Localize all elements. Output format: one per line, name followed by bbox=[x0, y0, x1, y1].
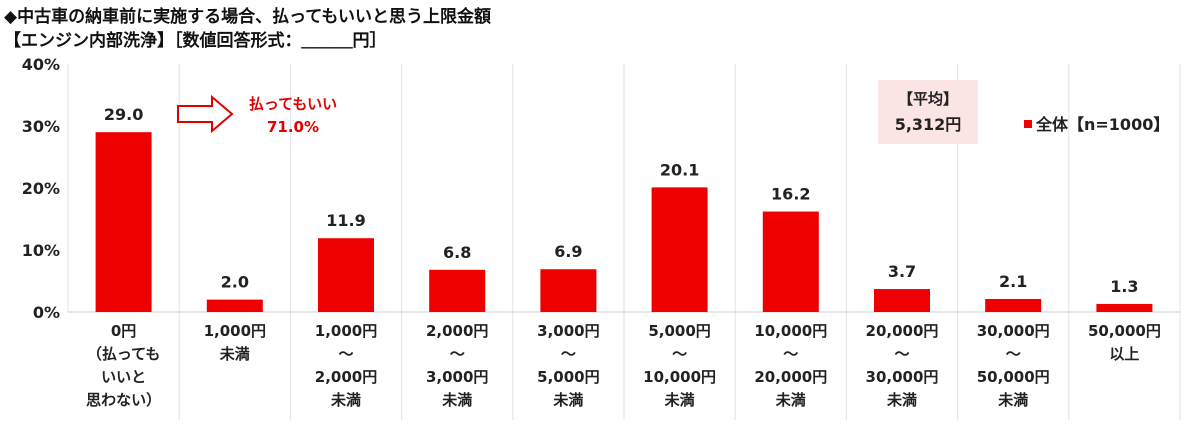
pay-annotation-value: 71.0% bbox=[267, 118, 319, 136]
x-tick-label: 思わない） bbox=[86, 391, 161, 409]
chart-subtitle: 【エンジン内部洗浄】［数値回答形式：＿＿＿円］ bbox=[4, 31, 387, 51]
x-tick-label: 未満 bbox=[997, 391, 1028, 409]
data-label: 2.1 bbox=[999, 272, 1027, 291]
x-tick-label: 未満 bbox=[664, 391, 695, 409]
y-tick-label: 40% bbox=[22, 55, 60, 74]
y-tick-label: 20% bbox=[22, 179, 60, 198]
data-label: 1.3 bbox=[1110, 277, 1138, 296]
y-tick-label: 10% bbox=[22, 241, 60, 260]
x-tick-label: 10,000円 bbox=[754, 322, 827, 340]
data-label: 29.0 bbox=[104, 105, 143, 124]
x-tick-label: ～ bbox=[450, 345, 465, 363]
x-tick-label: ～ bbox=[561, 345, 576, 363]
x-tick-label: 未満 bbox=[219, 345, 250, 363]
x-tick-label: 未満 bbox=[330, 391, 361, 409]
x-tick-label: 未満 bbox=[441, 391, 472, 409]
x-tick-label: 2,000円 bbox=[315, 368, 377, 386]
x-tick-label: ～ bbox=[783, 345, 798, 363]
average-value: 5,312円 bbox=[895, 115, 962, 134]
arrow-right-icon bbox=[177, 94, 234, 134]
x-tick-label: 50,000円 bbox=[1088, 322, 1161, 340]
x-tick-label: 30,000円 bbox=[977, 322, 1050, 340]
bar bbox=[429, 269, 486, 312]
average-box bbox=[878, 80, 978, 144]
bar bbox=[95, 132, 152, 312]
data-label: 6.8 bbox=[443, 243, 471, 262]
bar bbox=[762, 211, 819, 312]
x-tick-label: 3,000円 bbox=[426, 368, 488, 386]
data-label: 20.1 bbox=[660, 160, 699, 179]
x-tick-label: 20,000円 bbox=[754, 368, 827, 386]
x-tick-label: 未満 bbox=[552, 391, 583, 409]
average-label: 【平均】 bbox=[898, 90, 958, 108]
chart-title: ◆中古車の納車前に実施する場合、払ってもいいと思う上限金額 bbox=[4, 7, 492, 27]
x-tick-label: 1,000円 bbox=[315, 322, 377, 340]
data-label: 16.2 bbox=[771, 185, 810, 204]
x-tick-label: いいと bbox=[101, 368, 146, 386]
x-tick-label: ～ bbox=[894, 345, 909, 363]
x-tick-label: ～ bbox=[338, 345, 353, 363]
x-tick-label: ～ bbox=[1006, 345, 1021, 363]
bar bbox=[540, 269, 597, 312]
data-label: 3.7 bbox=[888, 262, 916, 281]
x-tick-label: 50,000円 bbox=[977, 368, 1050, 386]
x-tick-label: 1,000円 bbox=[204, 322, 266, 340]
x-tick-label: 20,000円 bbox=[866, 322, 939, 340]
x-tick-label: 未満 bbox=[775, 391, 806, 409]
x-tick-label: 0円 bbox=[111, 322, 136, 340]
x-tick-label: 以上 bbox=[1109, 345, 1139, 363]
data-label: 6.9 bbox=[554, 242, 582, 261]
x-tick-label: （払っても bbox=[87, 345, 161, 363]
bar bbox=[1096, 303, 1153, 312]
bar bbox=[206, 299, 263, 312]
data-label: 11.9 bbox=[326, 211, 365, 230]
x-tick-label: 30,000円 bbox=[866, 368, 939, 386]
y-tick-label: 0% bbox=[33, 303, 60, 322]
legend-swatch bbox=[1024, 120, 1032, 128]
y-tick-label: 30% bbox=[22, 117, 60, 136]
bar bbox=[651, 187, 708, 312]
x-tick-label: 3,000円 bbox=[537, 322, 599, 340]
x-tick-label: 未満 bbox=[886, 391, 917, 409]
pay-annotation-label: 払ってもいい bbox=[249, 95, 337, 113]
x-tick-label: 5,000円 bbox=[537, 368, 599, 386]
bar bbox=[985, 298, 1042, 312]
data-label: 2.0 bbox=[221, 273, 249, 292]
bar bbox=[318, 238, 374, 312]
bar bbox=[874, 289, 930, 312]
x-tick-label: 10,000円 bbox=[643, 368, 716, 386]
x-tick-label: ～ bbox=[672, 345, 687, 363]
x-tick-label: 5,000円 bbox=[648, 322, 710, 340]
x-tick-label: 2,000円 bbox=[426, 322, 488, 340]
legend-label: 全体【n=1000】 bbox=[1035, 115, 1169, 134]
